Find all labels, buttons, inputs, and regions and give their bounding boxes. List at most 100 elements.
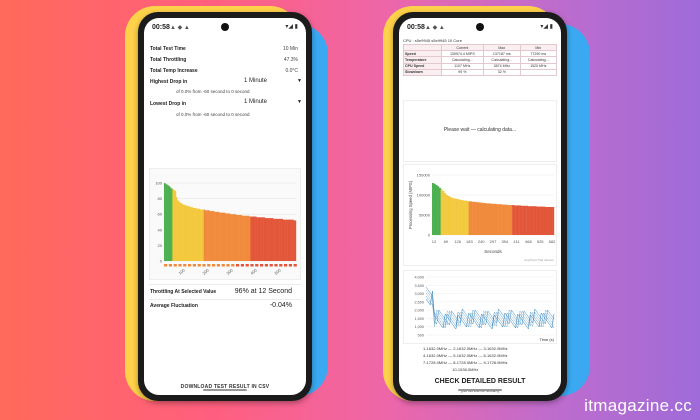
legend-item: 2-1632.0MHz <box>453 346 478 351</box>
table-cell: 32 % <box>483 68 521 76</box>
chevron-down-icon: ▼ <box>297 99 302 105</box>
bar <box>266 218 268 261</box>
x-tick-label: 183 <box>466 239 473 244</box>
bar <box>204 210 207 261</box>
x-tick-label: 240 <box>478 239 485 244</box>
lowest-drop-label: Lowest Drop in <box>150 101 187 107</box>
bar <box>268 218 270 261</box>
avg-fluctuation-label: Average Fluctuation <box>150 303 198 309</box>
calculating-card: Please wait — calculating data... <box>403 100 557 162</box>
bar <box>222 212 225 261</box>
highest-drop-select[interactable]: 1 Minute ▼ <box>244 78 302 84</box>
throttling-label: Throttling At Selected Value <box>150 289 217 295</box>
bar <box>470 201 473 235</box>
bar <box>237 214 239 261</box>
legend-item: 7-1728.0MHz <box>423 360 448 365</box>
bar <box>212 211 214 261</box>
heat-strip-cell <box>250 264 254 267</box>
heat-strip-cell <box>226 264 230 267</box>
bar <box>477 202 480 235</box>
bar <box>538 206 541 235</box>
y-tick-label: 1,000 <box>414 325 424 329</box>
heat-strip-cell <box>269 264 273 267</box>
bar <box>480 202 483 235</box>
throttling-value: 96% at 12 Second <box>234 288 292 295</box>
stat-label: Total Temp Increase <box>150 68 198 74</box>
legend-item: 3-1632.0MHz <box>483 346 508 351</box>
table-cell: 99 % <box>440 68 485 76</box>
frequency-line <box>425 289 555 327</box>
bar <box>515 205 518 235</box>
bar <box>202 209 204 261</box>
bar <box>262 217 264 261</box>
highest-drop-label: Highest Drop in <box>150 79 188 85</box>
legend-row: 1-1632.0MHz — 2-1632.0MHz — 3-1632.0MHz <box>423 346 508 351</box>
bar <box>489 203 492 235</box>
bar <box>276 218 279 261</box>
heat-strip-cell <box>279 264 283 267</box>
download-csv-button[interactable]: DOWNLOAD TEST RESULT IN CSV <box>180 384 270 390</box>
bar <box>261 217 263 261</box>
bar <box>207 210 209 261</box>
status-time: 00:58 <box>152 24 170 31</box>
bar <box>263 217 265 261</box>
bar <box>165 183 167 261</box>
bar <box>236 214 238 261</box>
y-tick-label: 2,500 <box>414 300 424 304</box>
bar <box>279 218 281 261</box>
bar <box>447 195 450 235</box>
bar <box>292 219 294 261</box>
heat-strip-cell <box>212 264 216 267</box>
frequency-line <box>425 292 555 328</box>
bar <box>208 210 210 261</box>
bar <box>534 206 537 235</box>
bar <box>232 214 234 261</box>
y-tick-label: 100000 <box>417 193 431 198</box>
bar <box>256 217 258 261</box>
x-tick-label: 582 <box>549 239 556 244</box>
bar <box>180 203 183 261</box>
heat-strip-cell <box>255 264 259 267</box>
stat-total-temp-increase: Total Temp Increase 0.0°C <box>150 68 298 74</box>
bar <box>264 218 267 261</box>
heat-strip-cell <box>264 264 268 267</box>
frequency-chart-svg: 4,000 3,500 3,000 2,500 2,000 1,500 1,000 500 Ti… <box>414 276 555 343</box>
check-detailed-result-button[interactable]: CHECK DETAILED RESULT <box>434 378 526 385</box>
heat-strip-cell <box>168 264 172 267</box>
bar <box>466 201 469 235</box>
x-tick-label: 297 <box>490 239 497 244</box>
y-tick-label: 80 <box>158 196 163 201</box>
y-tick-label: 100 <box>155 181 162 186</box>
legend-row: 10-1536.0MHz <box>423 367 508 372</box>
y-tick-label: 50000 <box>419 213 431 218</box>
bar <box>513 205 516 235</box>
stat-value: 10 Min <box>282 46 298 52</box>
frequency-line <box>425 295 555 329</box>
nav-handle <box>203 389 247 391</box>
bar <box>519 205 522 235</box>
bar <box>231 214 233 261</box>
bar <box>250 216 252 261</box>
bar <box>458 199 461 235</box>
bar <box>526 205 529 235</box>
bar <box>246 215 249 261</box>
bar <box>449 197 452 235</box>
speed-chart: 150000 100000 50000 0 Processing Speed (MIPS… <box>403 164 557 266</box>
stat-value: 47.3% <box>283 57 298 63</box>
heat-strip-cell <box>288 264 292 267</box>
camera-icon <box>221 23 229 31</box>
heat-strip-cell <box>274 264 278 267</box>
bar <box>255 216 257 261</box>
bar <box>178 201 180 261</box>
bar <box>529 206 532 235</box>
lowest-drop-desc: of 0.0% from -60 second to 0 second <box>176 112 250 117</box>
bar <box>440 189 443 235</box>
table-row: Slowdown 99 % 32 % <box>403 68 558 76</box>
bar <box>214 211 216 261</box>
bar <box>503 204 506 235</box>
bar <box>186 205 189 261</box>
bar <box>290 219 292 261</box>
lowest-drop-select[interactable]: 1 Minute ▼ <box>244 99 302 105</box>
highest-drop-desc: of 0.0% from -60 second to 0 second <box>176 89 250 94</box>
frequency-chart: 4,000 3,500 3,000 2,500 2,000 1,500 1,000 500 Ti… <box>403 270 557 344</box>
